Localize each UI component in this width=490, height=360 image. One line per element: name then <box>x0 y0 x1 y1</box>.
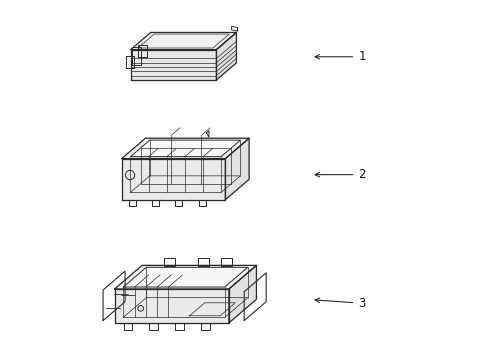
Polygon shape <box>131 50 217 80</box>
Text: 1: 1 <box>315 50 366 63</box>
Polygon shape <box>229 265 256 323</box>
Polygon shape <box>115 289 229 323</box>
Polygon shape <box>225 138 249 200</box>
Text: 3: 3 <box>315 297 366 310</box>
Polygon shape <box>122 158 225 200</box>
Text: 2: 2 <box>315 168 366 181</box>
Polygon shape <box>130 140 241 157</box>
Polygon shape <box>122 138 249 158</box>
Polygon shape <box>217 32 237 80</box>
Polygon shape <box>115 265 256 289</box>
Polygon shape <box>131 32 237 50</box>
Polygon shape <box>123 267 248 287</box>
